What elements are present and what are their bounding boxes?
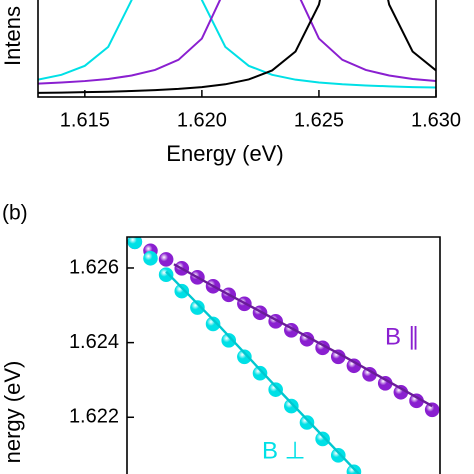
panel-a: 1.615 1.620 1.625 1.630 Energy (eV) Intens xyxy=(0,0,461,166)
x-axis-label: Energy (eV) xyxy=(166,141,283,166)
plot-area xyxy=(127,237,440,474)
data-point xyxy=(221,333,237,348)
data-point xyxy=(284,398,299,414)
y-axis-label: nergy (eV) xyxy=(0,361,25,464)
spectrum-line xyxy=(38,0,436,85)
data-point xyxy=(330,448,346,463)
axes-frame xyxy=(126,236,441,474)
data-point xyxy=(127,237,143,250)
x-tick-label: 1.620 xyxy=(177,109,227,131)
panel-label: (b) xyxy=(2,202,28,225)
data-point xyxy=(190,300,205,315)
axes-frame xyxy=(37,0,437,98)
spectrum-line xyxy=(38,0,436,94)
x-tick-label: 1.625 xyxy=(294,109,344,131)
data-point xyxy=(158,267,174,282)
data-point xyxy=(252,365,268,381)
data-point xyxy=(158,252,174,267)
plot-area xyxy=(38,0,436,94)
data-point xyxy=(299,415,315,430)
data-point xyxy=(143,250,158,266)
x-tick-label: 1.615 xyxy=(60,109,110,131)
x-tick-label: 1.630 xyxy=(411,109,461,131)
fit-line xyxy=(165,270,361,474)
spectrum-line xyxy=(38,0,436,89)
y-tick-label: 1.626 xyxy=(69,256,119,278)
fit-line xyxy=(173,263,433,408)
y-axis-label: Intens xyxy=(0,6,25,66)
annotation: B ∥ xyxy=(385,323,420,350)
data-point xyxy=(315,431,330,447)
y-tick-label: 1.624 xyxy=(69,331,119,353)
data-point xyxy=(237,349,252,365)
annotation: B ⊥ xyxy=(262,437,306,464)
data-point xyxy=(268,382,283,397)
y-tick-label: 1.622 xyxy=(69,406,119,428)
data-point xyxy=(205,316,221,332)
data-point xyxy=(174,283,190,299)
panel-b: (b) B ∥ B ⊥ 1.622 1.624 1.626 nergy (eV) xyxy=(0,202,441,474)
data-point xyxy=(424,402,440,418)
